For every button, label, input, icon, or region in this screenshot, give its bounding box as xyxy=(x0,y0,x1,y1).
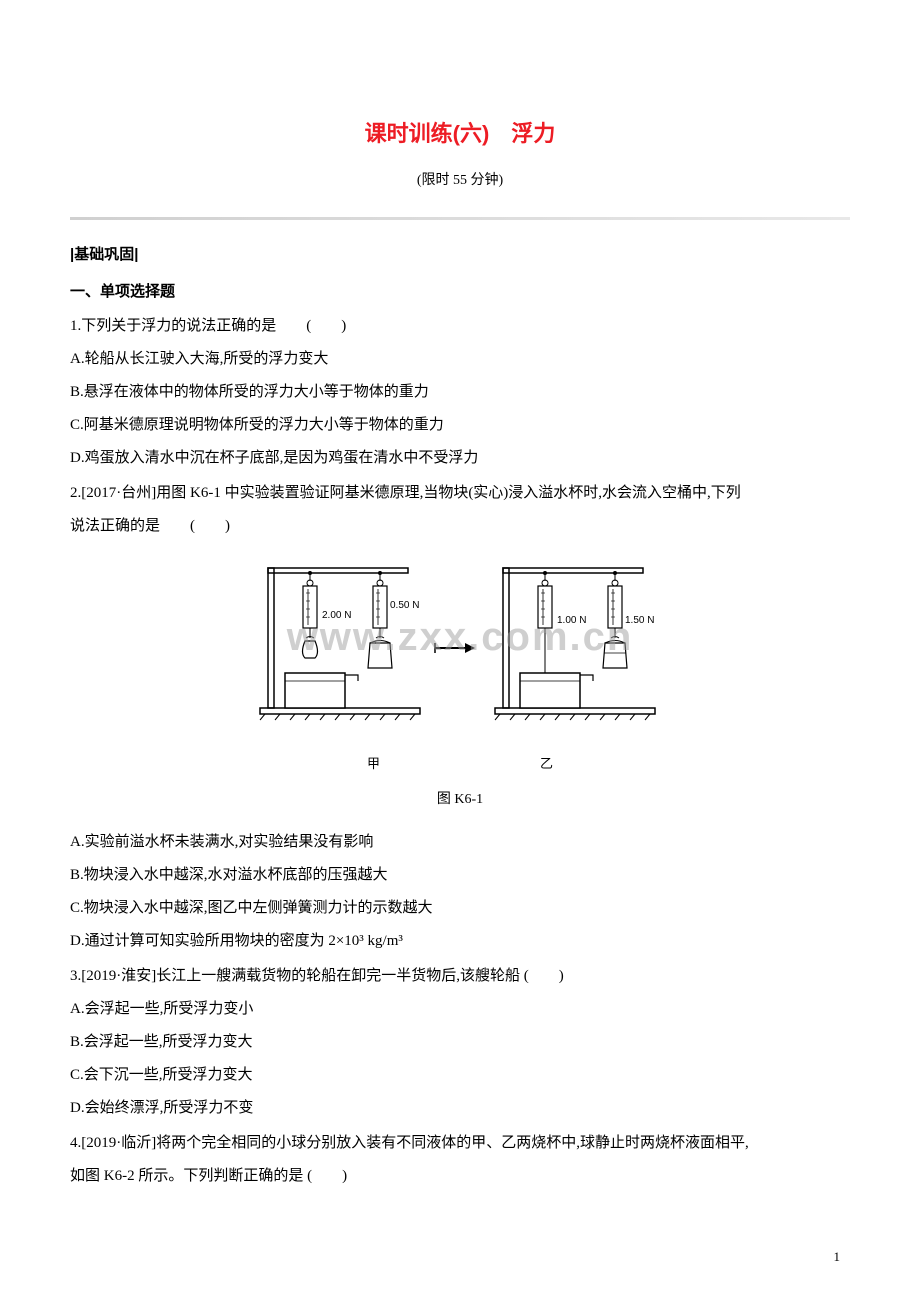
q4-stem-line1: 4.[2019·临沂]将两个完全相同的小球分别放入装有不同液体的甲、乙两烧杯中,… xyxy=(70,1127,850,1160)
page-title: 课时训练(六) 浮力 xyxy=(70,110,850,158)
question-4: 4.[2019·临沂]将两个完全相同的小球分别放入装有不同液体的甲、乙两烧杯中,… xyxy=(70,1127,850,1193)
q4-stem-line2: 如图 K6-2 所示。下列判断正确的是 ( ) xyxy=(70,1160,850,1193)
figure-caption: 图 K6-1 xyxy=(70,785,850,816)
left-apparatus: 2.00 N 0.50 N xyxy=(260,568,420,720)
question-3: 3.[2019·淮安]长江上一艘满载货物的轮船在卸完一半货物后,该艘轮船 ( )… xyxy=(70,960,850,1125)
q1-opt-c: C.阿基米德原理说明物体所受的浮力大小等于物体的重力 xyxy=(70,409,850,442)
q3-opt-a: A.会浮起一些,所受浮力变小 xyxy=(70,993,850,1026)
q3-opt-d: D.会始终漂浮,所受浮力不变 xyxy=(70,1092,850,1125)
section-one-label: 一、单项选择题 xyxy=(70,275,850,308)
left-reading-2: 0.50 N xyxy=(390,600,419,611)
right-reading-2: 1.50 N xyxy=(625,615,654,626)
question-1: 1.下列关于浮力的说法正确的是 ( ) A.轮船从长江驶入大海,所受的浮力变大 … xyxy=(70,310,850,475)
figure-right-label: 乙 xyxy=(540,750,553,779)
q1-stem: 1.下列关于浮力的说法正确的是 ( ) xyxy=(70,310,850,343)
q3-opt-b: B.会浮起一些,所受浮力变大 xyxy=(70,1026,850,1059)
q1-opt-a: A.轮船从长江驶入大海,所受的浮力变大 xyxy=(70,343,850,376)
question-2: 2.[2017·台州]用图 K6-1 中实验装置验证阿基米德原理,当物块(实心)… xyxy=(70,477,850,957)
q2-opt-c: C.物块浸入水中越深,图乙中左侧弹簧测力计的示数越大 xyxy=(70,892,850,925)
left-reading-1: 2.00 N xyxy=(322,610,351,621)
right-reading-1: 1.00 N xyxy=(557,615,586,626)
q2-stem-line2: 说法正确的是 ( ) xyxy=(70,510,850,543)
figure-left-label: 甲 xyxy=(367,750,380,779)
page-number: 1 xyxy=(834,1243,841,1272)
right-apparatus: 1.00 N 1.50 N xyxy=(495,568,655,720)
apparatus-diagram: 2.00 N 0.50 N xyxy=(250,553,670,733)
q2-opt-b: B.物块浸入水中越深,水对溢水杯底部的压强越大 xyxy=(70,859,850,892)
time-limit: (限时 55 分钟) xyxy=(70,166,850,197)
q1-opt-b: B.悬浮在液体中的物体所受的浮力大小等于物体的重力 xyxy=(70,376,850,409)
q2-opt-a: A.实验前溢水杯未装满水,对实验结果没有影响 xyxy=(70,826,850,859)
section-basics-label: |基础巩固| xyxy=(70,238,850,271)
q3-opt-c: C.会下沉一些,所受浮力变大 xyxy=(70,1059,850,1092)
figure-k6-1: www.zxx.com.cn xyxy=(70,553,850,815)
q1-opt-d: D.鸡蛋放入清水中沉在杯子底部,是因为鸡蛋在清水中不受浮力 xyxy=(70,442,850,475)
section-divider xyxy=(70,217,850,220)
q2-stem-line1: 2.[2017·台州]用图 K6-1 中实验装置验证阿基米德原理,当物块(实心)… xyxy=(70,477,850,510)
q3-stem: 3.[2019·淮安]长江上一艘满载货物的轮船在卸完一半货物后,该艘轮船 ( ) xyxy=(70,960,850,993)
q2-opt-d: D.通过计算可知实验所用物块的密度为 2×10³ kg/m³ xyxy=(70,925,850,958)
arrow-icon xyxy=(435,643,475,653)
